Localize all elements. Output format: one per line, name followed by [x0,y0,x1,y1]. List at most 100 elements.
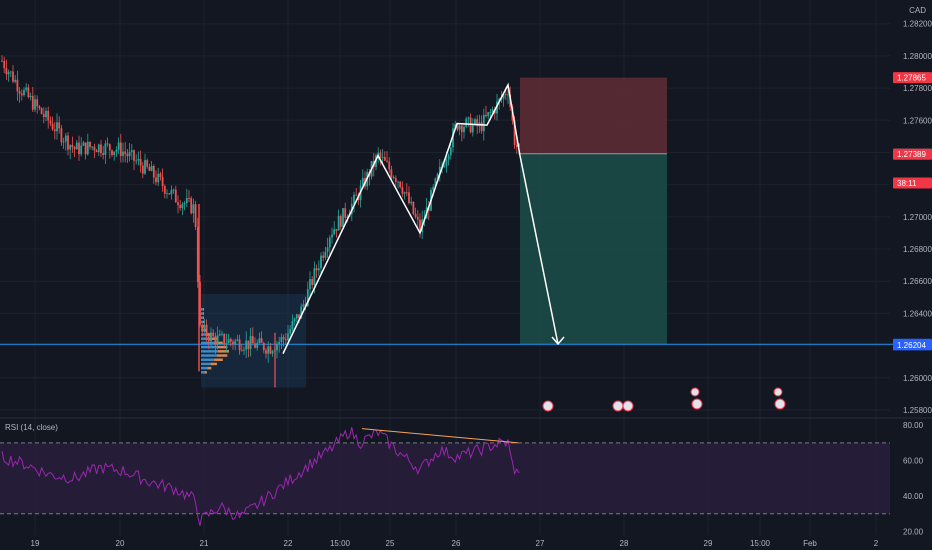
candle [183,200,186,211]
candle [361,169,364,188]
candle-body [251,336,254,344]
candle [38,105,41,111]
time-tick-6: 26 [452,539,461,548]
profile-bar-15 [201,371,205,374]
candle-body [181,204,184,209]
candle-body [295,314,298,319]
candle-body [199,281,201,325]
event-flag-1 [773,387,783,397]
candle-body [254,343,256,348]
candle [130,144,133,160]
candle [414,207,417,219]
candle-body [416,216,419,220]
candle-body [95,150,98,153]
candle-body [163,186,166,194]
price-tick-7: 1.26800 [903,245,932,254]
candle-body [271,351,274,354]
candle-body [502,94,505,99]
candle-body [311,279,314,286]
candle-body [20,93,23,96]
candle-body [392,177,395,179]
candle-body [104,143,107,155]
candle [27,84,30,99]
candle [62,137,65,149]
trend-arrowhead [551,336,565,346]
candle-body [238,339,241,351]
candle-body [322,255,325,258]
candle-body [47,110,50,121]
profile-bar-3 [201,320,203,324]
profile-bar-sell-10 [217,350,229,353]
candle [260,331,263,344]
candle [317,260,320,276]
rsi-line [1,427,520,526]
profile-bar-sell-5 [204,329,207,332]
candle [188,190,190,203]
candle-body [265,350,267,354]
candle-body [23,89,25,96]
candle-body [97,144,100,153]
candle [269,342,272,355]
rsi-band-fill [0,442,890,514]
candle-body [256,343,259,348]
candle-body [130,150,133,152]
candle [115,146,118,157]
candle [388,157,391,173]
event-icon-circle [622,400,634,412]
event-icon-circle [691,398,703,410]
candle-body [315,268,318,271]
candle-body [25,87,28,90]
candle [146,158,149,169]
candle [71,136,74,153]
candle-body [225,343,228,345]
candle-body [379,152,382,158]
profile-bar-sell-7 [210,337,217,340]
time-tick-4: 15:00 [330,539,351,548]
candle-body [456,124,459,130]
candle-body [487,112,490,117]
profile-bar-sell-11 [216,354,228,357]
candle [383,151,386,162]
event-icon-0 [542,400,554,412]
candle [207,332,210,350]
candle-body [27,87,30,98]
candle-body [100,144,102,154]
candle-body [31,95,34,110]
candle-body [42,113,45,118]
candle-body [205,324,208,337]
price-badge-text: 1.27389 [897,150,926,159]
candle [170,185,173,200]
candle [102,145,105,160]
time-tick-9: 29 [704,539,713,548]
candle-body [361,177,364,186]
currency-label: CAD [909,6,926,15]
candle-body [339,215,342,227]
candle-body [403,192,406,194]
candle [405,183,408,197]
event-icon-4 [774,398,786,410]
candle-body [326,247,329,252]
candle [159,171,162,181]
candle-body [170,189,173,195]
candle-body [64,135,67,142]
candle [150,161,153,172]
profile-bar-0 [201,308,203,311]
candle-body [245,340,248,350]
candle-body [335,229,338,231]
candle-body [119,142,122,156]
candle [416,209,419,229]
rsi-indicator-label[interactable]: RSI (14, close) [5,423,58,432]
candle [289,325,292,336]
candle [394,175,397,187]
candle-body [293,318,296,322]
candle-body [152,166,155,178]
candle [97,143,100,156]
candle-body [302,304,305,307]
candle-body [309,279,311,290]
candle-body [159,173,162,178]
candle [485,105,487,118]
candle [287,324,289,342]
candle [106,137,109,147]
price-badge-2: 1.27389 [893,148,932,160]
